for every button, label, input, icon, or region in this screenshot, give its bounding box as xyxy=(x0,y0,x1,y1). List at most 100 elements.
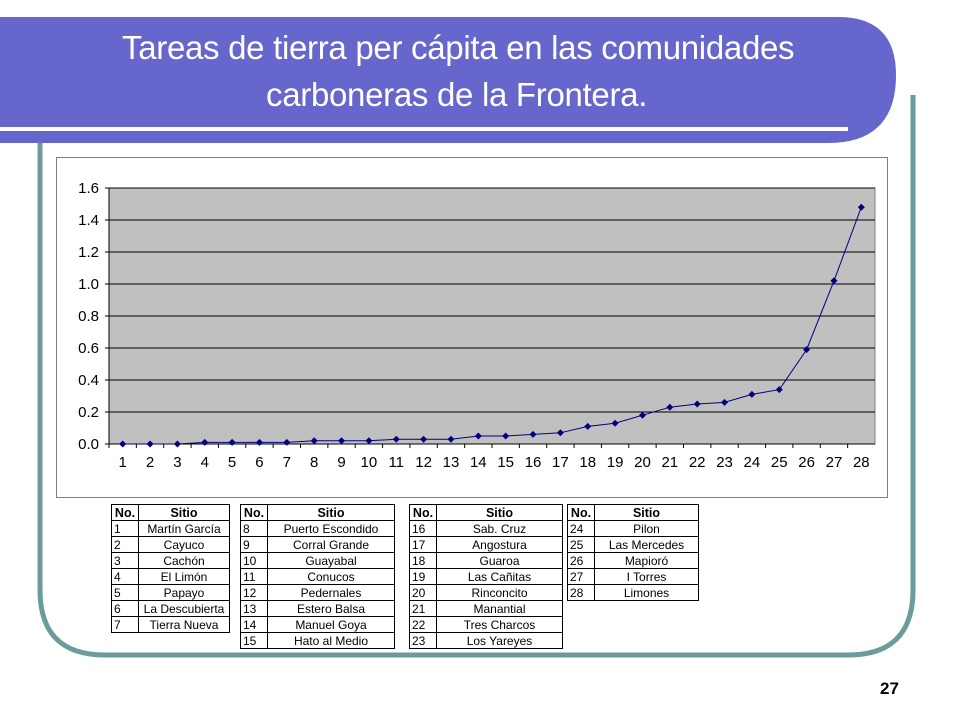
data-point-marker xyxy=(283,438,291,446)
legend-site-number: 23 xyxy=(409,632,437,649)
legend-row: 3 Cachón xyxy=(111,552,230,569)
data-point-marker xyxy=(228,438,236,446)
legend-table-2: No. Sitio 8 Puerto Escondido 9 Corral Grande 1… xyxy=(240,504,395,649)
slide-title-line-1: Tareas de tierra per cápita en las comun… xyxy=(122,29,795,66)
data-point-marker xyxy=(775,386,783,394)
legend-site-number: 28 xyxy=(567,584,595,601)
legend-site-number: 12 xyxy=(240,584,268,601)
x-tick-label: 10 xyxy=(361,454,378,471)
line-chart: 0.00.20.40.60.81.01.21.41.61 2 3 4 5 6 7 8 9 10 11… xyxy=(78,180,876,471)
legend-site-name: Manantial xyxy=(436,600,563,617)
data-point-marker xyxy=(857,203,865,211)
legend-site-name: Estero Balsa xyxy=(267,600,395,617)
x-tick-label: 26 xyxy=(798,454,815,471)
data-point-marker xyxy=(666,403,674,411)
slide-title-line-2: carboneras de la Frontera. xyxy=(266,76,648,113)
legend-header-no: No. xyxy=(567,504,595,521)
data-point-marker xyxy=(119,440,127,448)
title-banner xyxy=(0,17,896,143)
legend-row: 24 Pilon xyxy=(567,520,699,537)
legend-row: 2 Cayuco xyxy=(111,536,230,553)
legend-row: 18 Guaroa xyxy=(409,552,563,569)
legend-site-name: Limones xyxy=(594,584,699,601)
data-point-marker xyxy=(447,435,455,443)
x-tick-label: 23 xyxy=(716,454,733,471)
data-point-marker xyxy=(420,435,428,443)
data-point-marker xyxy=(365,437,373,445)
legend-row: 10 Guayabal xyxy=(240,552,395,569)
legend-header-row: No. Sitio xyxy=(240,504,395,521)
x-tick-label: 1 xyxy=(119,454,127,471)
y-tick-label: 0.0 xyxy=(78,436,99,453)
data-point-marker xyxy=(502,432,510,440)
legend-row: 27 I Torres xyxy=(567,568,699,585)
x-tick-label: 17 xyxy=(552,454,569,471)
x-tick-label: 16 xyxy=(525,454,542,471)
y-tick-label: 0.8 xyxy=(78,308,99,325)
y-tick-label: 1.4 xyxy=(78,212,99,229)
legend-row: 16 Sab. Cruz xyxy=(409,520,563,537)
x-tick-label: 3 xyxy=(173,454,181,471)
legend-row: 6 La Descubierta xyxy=(111,600,230,617)
legend-row: 12 Pedernales xyxy=(240,584,395,601)
x-tick-label: 13 xyxy=(443,454,460,471)
legend-site-name: Cachón xyxy=(138,552,230,569)
x-tick-label: 8 xyxy=(310,454,318,471)
data-point-marker xyxy=(721,398,729,406)
legend-site-number: 17 xyxy=(409,536,437,553)
page-number: 27 xyxy=(880,679,899,698)
x-tick-label: 18 xyxy=(579,454,596,471)
x-tick-label: 20 xyxy=(634,454,651,471)
legend-site-number: 27 xyxy=(567,568,595,585)
legend-row: 14 Manuel Goya xyxy=(240,616,395,633)
legend-site-name: Pilon xyxy=(594,520,699,537)
legend-site-number: 14 xyxy=(240,616,268,633)
legend-site-name: Mapioró xyxy=(594,552,699,569)
legend-site-name: Las Cañitas xyxy=(436,568,563,585)
data-point-marker xyxy=(748,390,756,398)
x-tick-label: 2 xyxy=(146,454,154,471)
legend-site-number: 22 xyxy=(409,616,437,633)
legend-site-name: La Descubierta xyxy=(138,600,230,617)
y-tick-label: 1.6 xyxy=(78,180,99,197)
legend-site-name: Tres Charcos xyxy=(436,616,563,633)
legend-row: 17 Angostura xyxy=(409,536,563,553)
banner-underline xyxy=(0,127,848,131)
x-tick-label: 25 xyxy=(771,454,788,471)
data-point-marker xyxy=(310,437,318,445)
legend-site-number: 4 xyxy=(111,568,139,585)
legend-site-name: Los Yareyes xyxy=(436,632,563,649)
legend-header-no: No. xyxy=(409,504,437,521)
legend-site-number: 24 xyxy=(567,520,595,537)
x-tick-label: 12 xyxy=(415,454,432,471)
legend-site-number: 3 xyxy=(111,552,139,569)
x-tick-label: 22 xyxy=(689,454,706,471)
legend-site-number: 1 xyxy=(111,520,139,537)
legend-site-number: 5 xyxy=(111,584,139,601)
legend-site-number: 21 xyxy=(409,600,437,617)
legend-site-number: 26 xyxy=(567,552,595,569)
legend-site-number: 19 xyxy=(409,568,437,585)
legend-row: 21 Manantial xyxy=(409,600,563,617)
x-tick-label: 24 xyxy=(744,454,761,471)
legend-header-no: No. xyxy=(240,504,268,521)
legend-site-name: Tierra Nueva xyxy=(138,616,230,633)
legend-site-number: 13 xyxy=(240,600,268,617)
data-point-marker xyxy=(584,422,592,430)
legend-header-site: Sitio xyxy=(436,504,563,521)
legend-site-number: 16 xyxy=(409,520,437,537)
legend-site-name: Guayabal xyxy=(267,552,395,569)
data-point-marker xyxy=(611,419,619,427)
data-point-marker xyxy=(529,430,537,438)
legend-row: 11 Conucos xyxy=(240,568,395,585)
legend-row: 26 Mapioró xyxy=(567,552,699,569)
legend-site-number: 25 xyxy=(567,536,595,553)
legend-row: 20 Rinconcito xyxy=(409,584,563,601)
data-point-marker xyxy=(146,440,154,448)
data-point-marker xyxy=(693,400,701,408)
y-tick-label: 1.2 xyxy=(78,244,99,261)
y-tick-label: 0.2 xyxy=(78,404,99,421)
data-point-marker xyxy=(173,440,181,448)
legend-site-number: 11 xyxy=(240,568,268,585)
y-tick-label: 0.6 xyxy=(78,340,99,357)
